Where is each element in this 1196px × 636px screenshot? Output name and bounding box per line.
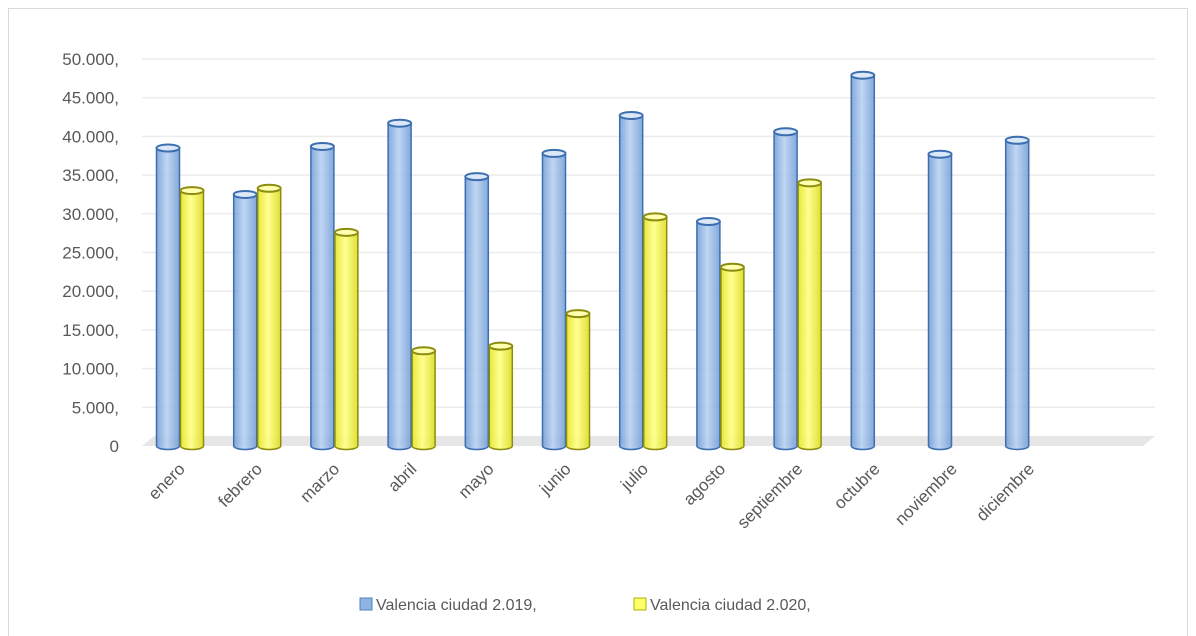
legend-label: Valencia ciudad 2.019, [376, 597, 537, 614]
bar-2020-julio [642, 212, 668, 451]
x-tick-label: noviembre [891, 459, 961, 529]
bar-body [850, 74, 876, 451]
bar-2019-agosto [695, 217, 721, 451]
y-axis-ticks: 0 5.000, 10.000, 15.000, 20.000, 25.000, 30.00… [62, 50, 119, 456]
legend: Valencia ciudad 2.019, Valencia ciudad 2.… [359, 597, 811, 614]
bar-body [310, 145, 335, 451]
bar-top [618, 111, 644, 121]
y-tick-label: 30.000, [62, 205, 119, 224]
bar-top [309, 141, 335, 151]
bar-2019-noviembre [927, 149, 953, 451]
bar-2019-octubre [850, 70, 876, 451]
bar-body [155, 147, 181, 451]
bar-top [488, 341, 514, 351]
bar-body [1004, 139, 1030, 451]
bar-top [1004, 135, 1030, 145]
bar-2019-septiembre [773, 127, 799, 451]
bar-2020-marzo [333, 227, 359, 451]
x-tick-label: octubre [830, 459, 884, 513]
y-tick-label: 50.000, [62, 50, 119, 69]
x-tick-label: abril [384, 459, 420, 495]
bars [155, 70, 1030, 451]
bar-2019-junio [541, 148, 567, 451]
bar-top [179, 186, 205, 196]
bar-body [565, 312, 591, 451]
bar-top [927, 149, 953, 159]
bar-body [927, 153, 953, 451]
legend-item-2020: Valencia ciudad 2.020, [633, 597, 811, 614]
bar-top [719, 262, 745, 272]
bar-2020-abril [411, 346, 437, 451]
bar-top [565, 309, 591, 319]
x-tick-label: mayo [455, 459, 498, 502]
y-tick-label: 45.000, [62, 89, 119, 108]
legend-item-2019: Valencia ciudad 2.019, [359, 597, 537, 614]
bar-body [541, 152, 567, 451]
bar-2020-enero [179, 186, 205, 451]
bar-body [618, 114, 644, 451]
bar-2020-junio [565, 309, 591, 451]
x-axis-ticks: enero febrero marzo abril mayo junio julio agos… [145, 459, 1038, 532]
bar-body [334, 231, 359, 451]
y-tick-label: 35.000, [62, 166, 119, 185]
x-tick-label: diciembre [972, 459, 1038, 525]
chart-frame [8, 8, 1188, 636]
x-tick-label: enero [145, 459, 189, 503]
bar-2020-septiembre [797, 178, 823, 451]
y-tick-label: 25.000, [62, 244, 119, 263]
bar-body [773, 131, 798, 451]
bar-top [642, 212, 668, 222]
bar-body [232, 193, 258, 451]
bar-top [333, 227, 359, 237]
bar-body [720, 266, 745, 451]
bar-2020-febrero [256, 183, 282, 451]
y-tick-label: 20.000, [62, 282, 119, 301]
bar-body [387, 122, 412, 451]
bar-2020-agosto [719, 262, 745, 451]
bar-body [464, 175, 490, 451]
bar-body [411, 350, 436, 451]
y-tick-label: 10.000, [62, 360, 119, 379]
y-tick-label: 15.000, [62, 321, 119, 340]
bar-top [464, 172, 490, 182]
bar-body [256, 187, 282, 451]
bar-2019-febrero [232, 189, 258, 451]
bar-top [155, 143, 181, 153]
bar-body [642, 216, 668, 451]
bar-top [387, 118, 413, 128]
x-tick-label: agosto [680, 459, 730, 509]
bar-top [850, 70, 876, 80]
x-tick-label: julio [616, 459, 652, 495]
bar-2019-diciembre [1004, 135, 1030, 451]
bar-top [411, 346, 437, 356]
legend-label: Valencia ciudad 2.020, [650, 597, 811, 614]
bar-body [488, 345, 514, 451]
x-tick-label: junio [535, 459, 575, 499]
bar-top [541, 148, 567, 158]
bar-top [695, 217, 721, 227]
y-tick-label: 0 [110, 437, 119, 456]
bar-2019-abril [387, 118, 413, 451]
bar-body [696, 220, 721, 451]
legend-swatch [359, 597, 373, 611]
bar-2019-julio [618, 111, 644, 451]
bar-top [797, 178, 823, 188]
x-tick-label: septiembre [734, 459, 807, 532]
bar-top [256, 183, 282, 193]
bar-2019-mayo [464, 172, 490, 451]
bar-top [232, 189, 258, 199]
x-tick-label: febrero [214, 459, 266, 511]
bar-top [773, 127, 799, 137]
bar-2019-marzo [309, 141, 335, 451]
bar-2019-enero [155, 143, 181, 451]
legend-swatch [633, 597, 647, 611]
y-tick-label: 40.000, [62, 127, 119, 146]
bar-body [797, 182, 822, 451]
bar-body [179, 189, 205, 451]
bar-2020-mayo [488, 341, 514, 451]
x-tick-label: marzo [296, 459, 343, 506]
y-tick-label: 5.000, [72, 398, 119, 417]
